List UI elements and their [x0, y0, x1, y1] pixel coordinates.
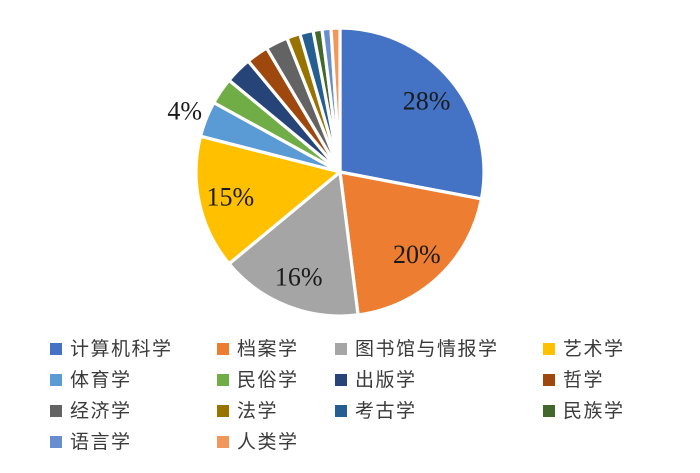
legend-label: 考古学	[355, 400, 417, 422]
legend-swatch-icon	[335, 373, 347, 386]
chart-legend: 计算机科学 档案学 图书馆与情报学 艺术学体育学 民俗学 出版学 哲学经济学 法学 考古学 民族学…	[0, 333, 700, 457]
legend-swatch-icon	[335, 342, 347, 355]
legend-label: 体育学	[70, 369, 132, 391]
legend-label: 艺术学	[563, 338, 625, 360]
legend-label: 语言学	[70, 431, 132, 453]
legend-item: 体育学	[50, 364, 217, 395]
legend-item: 人类学	[217, 426, 335, 457]
pie-slice	[338, 170, 484, 317]
legend-label: 档案学	[237, 338, 299, 360]
legend-item: 艺术学	[543, 333, 700, 364]
legend-item: 法学	[217, 395, 335, 426]
legend-swatch-icon	[217, 404, 229, 417]
legend-swatch-icon	[543, 342, 555, 355]
legend-swatch-icon	[217, 342, 229, 355]
pie-slice	[329, 26, 342, 174]
legend-item: 档案学	[217, 333, 335, 364]
legend-swatch-icon	[217, 373, 229, 386]
data-label: 28%	[403, 87, 451, 116]
legend-label: 法学	[237, 400, 279, 422]
legend-label: 经济学	[70, 400, 132, 422]
legend-item: 考古学	[335, 395, 543, 426]
legend-swatch-icon	[50, 342, 62, 355]
legend-item: 哲学	[543, 364, 700, 395]
legend-item: 经济学	[50, 395, 217, 426]
legend-item: 民族学	[543, 395, 700, 426]
legend-swatch-icon	[543, 373, 555, 386]
legend-label: 图书馆与情报学	[355, 338, 499, 360]
legend-item: 图书馆与情报学	[335, 333, 543, 364]
legend-swatch-icon	[50, 373, 62, 386]
legend-swatch-icon	[217, 435, 229, 448]
data-label: 16%	[275, 263, 323, 292]
legend-label: 民族学	[563, 400, 625, 422]
legend-label: 民俗学	[237, 369, 299, 391]
data-label: 20%	[393, 240, 441, 269]
legend-item: 计算机科学	[50, 333, 217, 364]
legend-swatch-icon	[50, 435, 62, 448]
legend-label: 出版学	[355, 369, 417, 391]
data-label: 4%	[167, 97, 202, 126]
data-label: 15%	[207, 183, 255, 212]
legend-label: 人类学	[237, 431, 299, 453]
legend-swatch-icon	[50, 404, 62, 417]
legend-item: 出版学	[335, 364, 543, 395]
pie-chart: 28% 20% 16% 15% 4%	[167, 26, 486, 318]
legend-item: 民俗学	[217, 364, 335, 395]
legend-swatch-icon	[543, 404, 555, 417]
legend-item: 语言学	[50, 426, 217, 457]
legend-label: 计算机科学	[70, 338, 173, 360]
pie-slice	[338, 26, 486, 201]
pie-slice	[227, 170, 360, 318]
legend-label: 哲学	[563, 369, 605, 391]
pie-slice	[194, 134, 342, 266]
legend-swatch-icon	[335, 404, 347, 417]
